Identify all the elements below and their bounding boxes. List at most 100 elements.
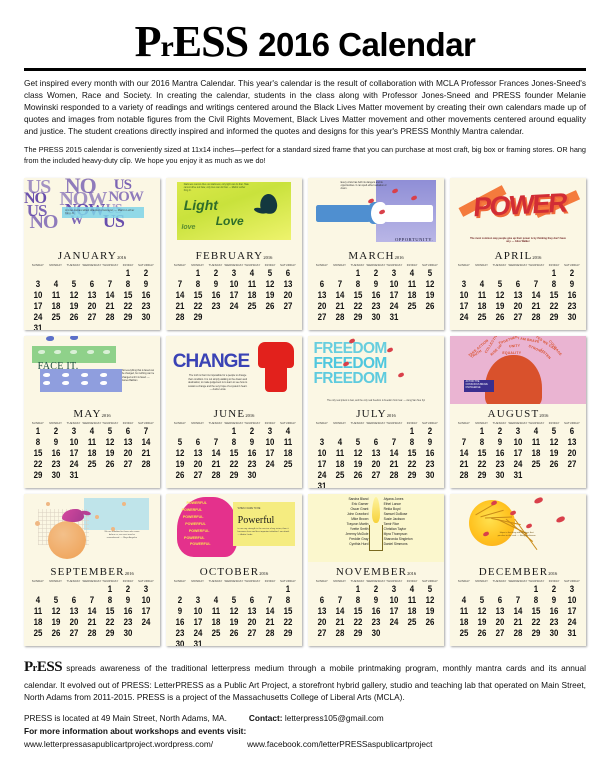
day-cell[interactable]: 19 [175, 459, 185, 471]
day-cell[interactable]: 25 [33, 628, 43, 640]
day-cell[interactable]: 2 [373, 268, 379, 280]
day-cell[interactable]: 27 [317, 628, 327, 640]
day-cell[interactable]: 1 [409, 426, 415, 438]
day-cell[interactable]: 12 [549, 437, 559, 449]
day-cell[interactable]: 16 [175, 617, 185, 629]
day-cell[interactable]: 5 [427, 268, 433, 280]
day-cell[interactable]: 31 [33, 323, 43, 331]
day-cell[interactable]: 27 [123, 459, 133, 471]
day-cell[interactable]: 4 [409, 584, 415, 596]
day-cell[interactable]: 12 [353, 448, 363, 460]
day-cell[interactable]: 6 [497, 595, 503, 607]
day-cell[interactable]: 17 [317, 459, 327, 471]
day-cell[interactable]: 2 [373, 584, 379, 596]
day-cell[interactable]: 26 [549, 459, 559, 471]
day-cell[interactable]: 14 [459, 448, 469, 460]
day-cell[interactable]: 11 [335, 448, 345, 460]
day-cell[interactable]: 12 [425, 595, 435, 607]
day-cell[interactable]: 23 [175, 628, 185, 640]
day-cell[interactable]: 28 [175, 312, 185, 324]
day-cell[interactable]: 10 [389, 595, 399, 607]
day-cell[interactable]: 4 [35, 595, 41, 607]
day-cell[interactable]: 17 [193, 617, 203, 629]
day-cell[interactable]: 28 [459, 470, 469, 482]
day-cell[interactable]: 13 [87, 290, 97, 302]
day-cell[interactable]: 3 [391, 268, 397, 280]
day-cell[interactable]: 4 [213, 595, 219, 607]
day-cell[interactable]: 20 [69, 617, 79, 629]
day-cell[interactable]: 30 [549, 628, 559, 640]
day-cell[interactable]: 2 [569, 268, 575, 280]
month-card-november[interactable]: Sandra Bland Eric Garner Oscar Grant John C… [308, 494, 444, 647]
day-cell[interactable]: 1 [355, 268, 361, 280]
day-cell[interactable]: 5 [497, 279, 503, 291]
day-cell[interactable]: 28 [105, 312, 115, 324]
day-cell[interactable]: 29 [407, 470, 417, 482]
day-cell[interactable]: 6 [515, 279, 521, 291]
day-cell[interactable]: 25 [51, 312, 61, 324]
day-cell[interactable]: 23 [123, 617, 133, 629]
day-cell[interactable]: 13 [317, 290, 327, 302]
day-cell[interactable]: 9 [427, 437, 433, 449]
day-cell[interactable]: 8 [355, 279, 361, 291]
day-cell[interactable]: 25 [407, 617, 417, 629]
day-cell[interactable]: 5 [53, 595, 59, 607]
day-cell[interactable]: 15 [353, 290, 363, 302]
day-cell[interactable]: 2 [497, 426, 503, 438]
day-cell[interactable]: 9 [569, 279, 575, 291]
day-cell[interactable]: 19 [265, 290, 275, 302]
day-cell[interactable]: 9 [53, 437, 59, 449]
day-cell[interactable]: 3 [231, 268, 237, 280]
day-cell[interactable]: 22 [531, 617, 541, 629]
day-cell[interactable]: 6 [569, 426, 575, 438]
day-cell[interactable]: 15 [531, 606, 541, 618]
day-cell[interactable]: 17 [513, 448, 523, 460]
day-cell[interactable]: 24 [33, 312, 43, 324]
day-cell[interactable]: 18 [247, 290, 257, 302]
day-cell[interactable]: 12 [69, 290, 79, 302]
day-cell[interactable]: 3 [267, 426, 273, 438]
day-cell[interactable]: 17 [33, 301, 43, 313]
day-cell[interactable]: 27 [567, 459, 577, 471]
day-cell[interactable]: 22 [353, 301, 363, 313]
day-cell[interactable]: 26 [265, 301, 275, 313]
day-cell[interactable]: 4 [461, 595, 467, 607]
day-cell[interactable]: 7 [107, 279, 113, 291]
day-cell[interactable]: 6 [319, 595, 325, 607]
day-cell[interactable]: 7 [267, 595, 273, 607]
day-cell[interactable]: 22 [407, 459, 417, 471]
day-cell[interactable]: 28 [513, 628, 523, 640]
day-cell[interactable]: 25 [87, 459, 97, 471]
day-cell[interactable]: 3 [319, 437, 325, 449]
day-cell[interactable]: 29 [105, 628, 115, 640]
day-cell[interactable]: 28 [389, 470, 399, 482]
day-cell[interactable]: 24 [389, 301, 399, 313]
day-cell[interactable]: 15 [229, 448, 239, 460]
day-cell[interactable]: 2 [427, 426, 433, 438]
day-cell[interactable]: 12 [495, 290, 505, 302]
day-cell[interactable]: 21 [335, 301, 345, 313]
day-cell[interactable]: 11 [211, 606, 221, 618]
day-cell[interactable]: 14 [211, 448, 221, 460]
day-cell[interactable]: 10 [193, 606, 203, 618]
day-cell[interactable]: 3 [143, 584, 149, 596]
day-cell[interactable]: 2 [551, 584, 557, 596]
day-cell[interactable]: 19 [51, 617, 61, 629]
day-cell[interactable]: 16 [425, 448, 435, 460]
day-cell[interactable]: 8 [107, 595, 113, 607]
day-cell[interactable]: 18 [407, 606, 417, 618]
day-cell[interactable]: 20 [123, 448, 133, 460]
day-cell[interactable]: 24 [141, 617, 151, 629]
day-cell[interactable]: 10 [567, 595, 577, 607]
url-wordpress[interactable]: www.letterpressasapublicartproject.wordp… [24, 738, 214, 749]
day-cell[interactable]: 29 [33, 470, 43, 482]
day-cell[interactable]: 7 [391, 437, 397, 449]
day-cell[interactable]: 16 [495, 448, 505, 460]
day-cell[interactable]: 20 [495, 617, 505, 629]
day-cell[interactable]: 13 [567, 437, 577, 449]
day-cell[interactable]: 29 [193, 312, 203, 324]
day-cell[interactable]: 6 [373, 437, 379, 449]
day-cell[interactable]: 18 [407, 290, 417, 302]
day-cell[interactable]: 9 [373, 279, 379, 291]
day-cell[interactable]: 2 [125, 584, 131, 596]
